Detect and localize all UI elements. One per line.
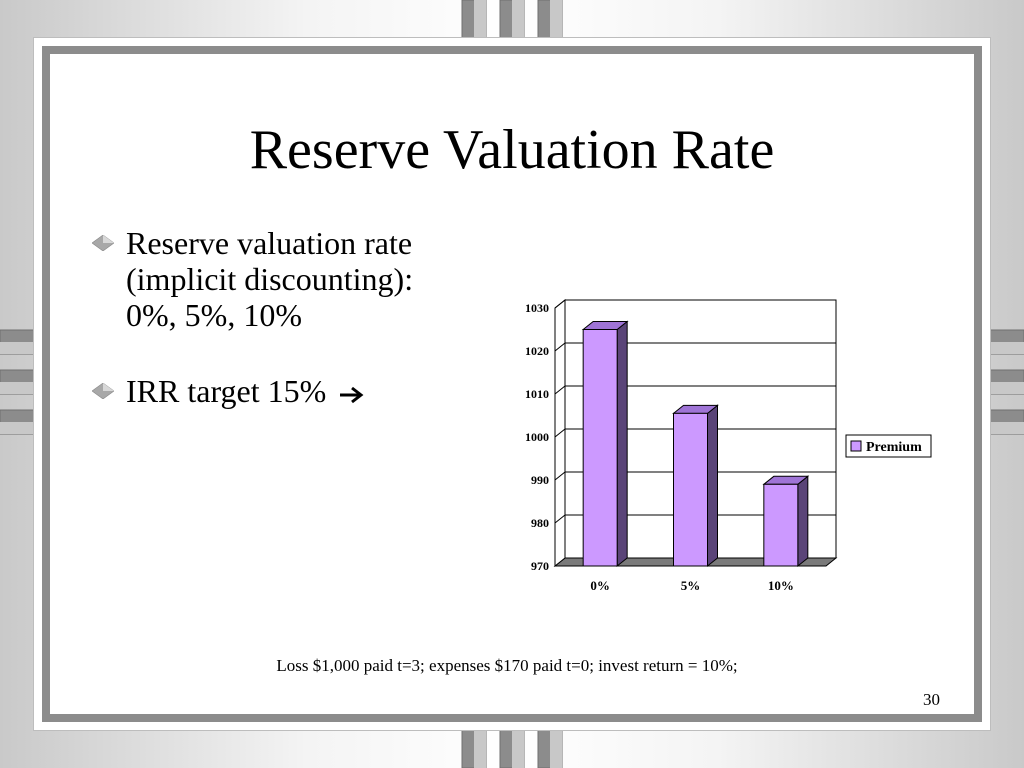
y-tick-label: 1020: [525, 344, 549, 358]
bullet-line: (implicit discounting):: [126, 261, 414, 297]
bullet-item-irr-target: IRR target 15%: [90, 373, 510, 409]
y-tick-label: 980: [531, 516, 549, 530]
bullet-list: Reserve valuation rate (implicit discoun…: [90, 225, 510, 409]
y-tick-label: 1010: [525, 387, 549, 401]
gridline-side: [554, 299, 566, 309]
bullet-line: 0%, 5%, 10%: [126, 297, 302, 333]
bar-side: [707, 404, 718, 568]
x-tick-label: 0%: [590, 578, 610, 590]
slide-number: 30: [923, 690, 940, 709]
diamond-bullet-icon: [92, 235, 114, 251]
legend-swatch: [850, 440, 862, 452]
gridline-side: [554, 385, 566, 395]
legend-box: [845, 434, 932, 458]
y-tick-label: 970: [531, 559, 549, 573]
premium-bar-chart: 970 980 990 1000 1010 1020 1030 0% 5% 10% Premium: [525, 298, 932, 590]
right-arrow-icon: [340, 386, 364, 403]
x-tick-label: 5%: [681, 578, 701, 590]
bar: [582, 329, 618, 567]
y-tick-label: 1000: [525, 430, 549, 444]
gridline-side: [554, 471, 566, 481]
y-tick-label: 990: [531, 473, 549, 487]
bar: [763, 483, 799, 567]
bar: [673, 412, 708, 567]
bar-side: [797, 475, 809, 568]
gridline-side: [554, 428, 566, 438]
bullet-item-valuation-rate: Reserve valuation rate (implicit discoun…: [90, 225, 510, 333]
x-tick-label: 10%: [768, 578, 794, 590]
bullet-line: Reserve valuation rate: [126, 225, 413, 261]
gridline-side: [554, 514, 566, 524]
bar-side: [616, 320, 628, 568]
diamond-bullet-icon: [92, 383, 114, 399]
legend-label: Premium: [866, 440, 922, 455]
bullet-text: IRR target 15%: [126, 373, 327, 409]
gridline-side: [554, 342, 566, 352]
bullet-line: IRR target 15%: [126, 373, 510, 409]
slide-title: Reserve Valuation Rate: [249, 119, 775, 181]
y-tick-label: 1030: [525, 301, 549, 315]
footnote: Loss $1,000 paid t=3; expenses $170 paid…: [276, 656, 738, 675]
